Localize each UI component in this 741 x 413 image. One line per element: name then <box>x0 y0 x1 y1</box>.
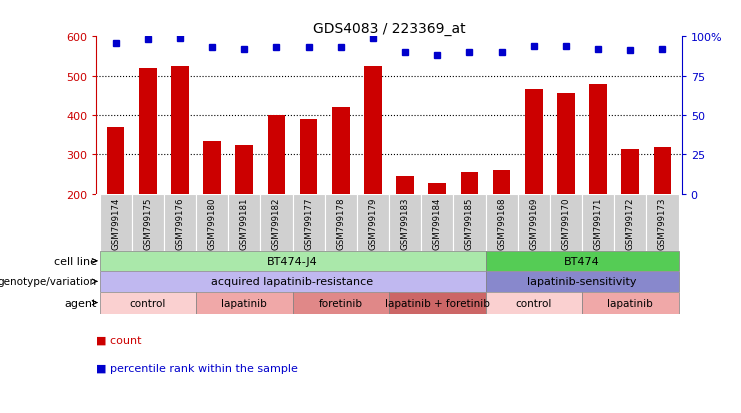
Text: ■ count: ■ count <box>96 335 142 344</box>
Text: BT474: BT474 <box>564 256 600 266</box>
FancyBboxPatch shape <box>293 292 389 314</box>
FancyBboxPatch shape <box>228 195 260 251</box>
Text: lapatinib: lapatinib <box>608 298 653 308</box>
Bar <box>622 149 639 195</box>
Bar <box>139 69 156 195</box>
Bar <box>107 128 124 195</box>
Bar <box>525 90 542 195</box>
Bar <box>589 84 607 195</box>
FancyBboxPatch shape <box>325 195 357 251</box>
FancyBboxPatch shape <box>453 195 485 251</box>
Text: ■ percentile rank within the sample: ■ percentile rank within the sample <box>96 363 298 373</box>
Bar <box>171 66 189 195</box>
FancyBboxPatch shape <box>132 195 164 251</box>
FancyBboxPatch shape <box>518 195 550 251</box>
Text: cell line: cell line <box>54 256 97 266</box>
Text: GSM799175: GSM799175 <box>143 197 153 249</box>
Text: GSM799170: GSM799170 <box>562 197 571 249</box>
Text: GSM799169: GSM799169 <box>529 197 538 249</box>
FancyBboxPatch shape <box>646 195 679 251</box>
FancyBboxPatch shape <box>389 292 485 314</box>
Bar <box>364 66 382 195</box>
FancyBboxPatch shape <box>99 251 485 271</box>
Bar <box>300 120 317 195</box>
Text: GSM799177: GSM799177 <box>304 197 313 249</box>
Text: GSM799182: GSM799182 <box>272 197 281 249</box>
Text: GSM799176: GSM799176 <box>176 197 185 249</box>
Text: genotype/variation: genotype/variation <box>0 277 97 287</box>
Text: acquired lapatinib-resistance: acquired lapatinib-resistance <box>211 277 373 287</box>
Bar <box>557 94 575 195</box>
FancyBboxPatch shape <box>485 292 582 314</box>
Text: lapatinib: lapatinib <box>222 298 268 308</box>
FancyBboxPatch shape <box>99 292 196 314</box>
Text: control: control <box>516 298 552 308</box>
Text: GSM799180: GSM799180 <box>207 197 216 249</box>
Text: GSM799173: GSM799173 <box>658 197 667 249</box>
FancyBboxPatch shape <box>196 195 228 251</box>
Text: lapatinib-sensitivity: lapatinib-sensitivity <box>528 277 637 287</box>
Text: GSM799185: GSM799185 <box>465 197 474 249</box>
Bar <box>236 145 253 195</box>
Text: GSM799178: GSM799178 <box>336 197 345 249</box>
FancyBboxPatch shape <box>582 292 679 314</box>
Text: GSM799171: GSM799171 <box>594 197 602 249</box>
Title: GDS4083 / 223369_at: GDS4083 / 223369_at <box>313 22 465 36</box>
Bar <box>332 108 350 195</box>
FancyBboxPatch shape <box>196 292 293 314</box>
FancyBboxPatch shape <box>550 195 582 251</box>
Text: agent: agent <box>64 298 97 308</box>
Text: GSM799174: GSM799174 <box>111 197 120 249</box>
Text: BT474-J4: BT474-J4 <box>268 256 318 266</box>
Text: GSM799179: GSM799179 <box>368 197 377 249</box>
Text: control: control <box>130 298 166 308</box>
FancyBboxPatch shape <box>614 195 646 251</box>
FancyBboxPatch shape <box>164 195 196 251</box>
FancyBboxPatch shape <box>293 195 325 251</box>
FancyBboxPatch shape <box>421 195 453 251</box>
Text: GSM799172: GSM799172 <box>625 197 635 249</box>
FancyBboxPatch shape <box>389 195 421 251</box>
Bar <box>493 171 511 195</box>
FancyBboxPatch shape <box>485 251 679 271</box>
Bar <box>654 148 671 195</box>
FancyBboxPatch shape <box>260 195 293 251</box>
Text: foretinib: foretinib <box>319 298 363 308</box>
Bar <box>428 183 446 195</box>
FancyBboxPatch shape <box>582 195 614 251</box>
Bar <box>396 177 414 195</box>
FancyBboxPatch shape <box>99 195 132 251</box>
Text: lapatinib + foretinib: lapatinib + foretinib <box>385 298 490 308</box>
FancyBboxPatch shape <box>485 195 518 251</box>
Text: GSM799183: GSM799183 <box>401 197 410 249</box>
Text: GSM799181: GSM799181 <box>240 197 249 249</box>
Text: GSM799168: GSM799168 <box>497 197 506 249</box>
Bar <box>268 116 285 195</box>
Bar <box>461 173 478 195</box>
FancyBboxPatch shape <box>99 271 485 292</box>
Bar <box>203 142 221 195</box>
Text: GSM799184: GSM799184 <box>433 197 442 249</box>
FancyBboxPatch shape <box>485 271 679 292</box>
FancyBboxPatch shape <box>357 195 389 251</box>
